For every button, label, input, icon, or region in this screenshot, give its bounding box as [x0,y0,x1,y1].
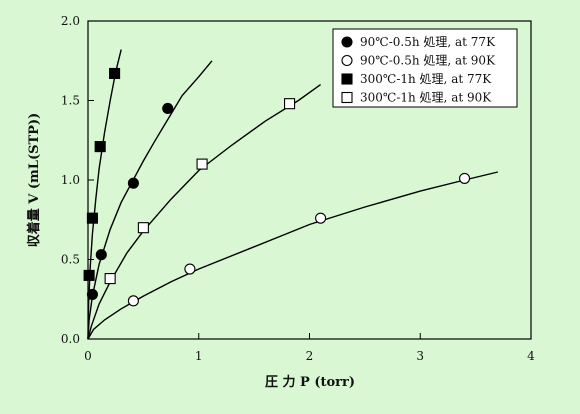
series-2-point [458,172,471,184]
x-tick-label: 3 [416,349,424,363]
x-axis-title: 圧 力 P (torr) [265,374,355,390]
x-tick-label: 2 [306,349,314,363]
y-axis-ticks: 0.0 0.5 1.0 1.5 2.0 [61,14,94,346]
series-3-point [86,212,98,224]
series-2-point [184,263,196,275]
series-3-point [109,67,121,80]
series-4-point [196,158,208,170]
series-1-point [127,177,139,189]
y-tick-label: 2.0 [61,14,80,28]
series-2-point [315,212,327,224]
series-3-fit-line [87,49,122,340]
legend-marker-2 [341,54,353,67]
series-3-point [83,269,95,281]
series-4-point [137,222,149,234]
y-tick-label: 1.0 [61,173,80,187]
legend-label-1: 90℃-0.5h 処理, at 77K [360,35,496,49]
series-1-point [95,249,107,261]
series-2-fit-line [87,171,498,340]
x-tick-label: 1 [195,349,203,363]
y-tick-label: 0.5 [61,253,80,267]
x-tick-label: 4 [527,349,535,363]
series-1-fit-line [87,60,213,340]
y-axis-title: 収着量 V (mL(STP)) [26,113,42,247]
series-1-point [86,288,98,301]
series-4-fit-line [87,84,322,340]
x-tick-label: 0 [84,349,92,363]
legend-marker-4 [341,91,353,104]
legend: 90℃-0.5h 処理, at 77K 90℃-0.5h 処理, at 90K 30… [332,28,518,108]
x-axis-ticks: 0 1 2 3 4 [84,333,535,363]
legend-box [332,28,518,108]
legend-label-2: 90℃-0.5h 処理, at 90K [360,54,496,68]
series-1-point [162,102,174,114]
series-3-point [94,141,106,153]
legend-marker-3 [341,73,353,85]
series-2-point [127,295,139,307]
series-4-point [104,273,116,285]
data-points [83,67,471,307]
y-tick-label: 1.5 [61,94,80,108]
legend-marker-1 [341,36,353,48]
series-4-point [284,98,296,110]
y-tick-label: 0.0 [61,332,80,346]
legend-label-3: 300℃-1h 処理, at 77K [360,72,492,86]
legend-label-4: 300℃-1h 処理, at 90K [360,91,492,105]
